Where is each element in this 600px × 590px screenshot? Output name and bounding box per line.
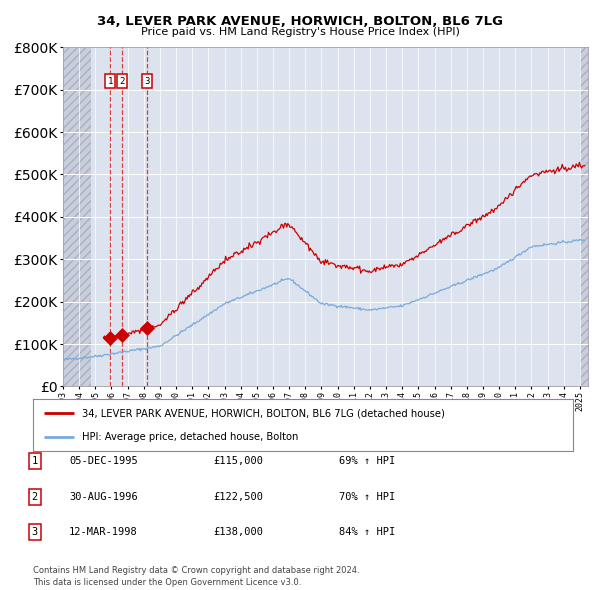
Text: Price paid vs. HM Land Registry's House Price Index (HPI): Price paid vs. HM Land Registry's House … (140, 27, 460, 37)
Text: 69% ↑ HPI: 69% ↑ HPI (339, 457, 395, 466)
Text: 70% ↑ HPI: 70% ↑ HPI (339, 492, 395, 502)
Text: 1: 1 (32, 457, 38, 466)
Text: £115,000: £115,000 (213, 457, 263, 466)
Text: £138,000: £138,000 (213, 527, 263, 537)
Text: 84% ↑ HPI: 84% ↑ HPI (339, 527, 395, 537)
Bar (580, 47, 588, 386)
Text: 1: 1 (107, 77, 113, 86)
Bar (63, 47, 91, 386)
Text: 12-MAR-1998: 12-MAR-1998 (69, 527, 138, 537)
Text: 3: 3 (32, 527, 38, 537)
Text: 3: 3 (144, 77, 149, 86)
Text: 34, LEVER PARK AVENUE, HORWICH, BOLTON, BL6 7LG: 34, LEVER PARK AVENUE, HORWICH, BOLTON, … (97, 15, 503, 28)
Text: 2: 2 (119, 77, 125, 86)
Text: 05-DEC-1995: 05-DEC-1995 (69, 457, 138, 466)
Text: 2: 2 (32, 492, 38, 502)
Text: £122,500: £122,500 (213, 492, 263, 502)
Text: 34, LEVER PARK AVENUE, HORWICH, BOLTON, BL6 7LG (detached house): 34, LEVER PARK AVENUE, HORWICH, BOLTON, … (82, 408, 445, 418)
Text: 30-AUG-1996: 30-AUG-1996 (69, 492, 138, 502)
Text: Contains HM Land Registry data © Crown copyright and database right 2024.
This d: Contains HM Land Registry data © Crown c… (33, 566, 359, 587)
Text: HPI: Average price, detached house, Bolton: HPI: Average price, detached house, Bolt… (82, 432, 298, 442)
